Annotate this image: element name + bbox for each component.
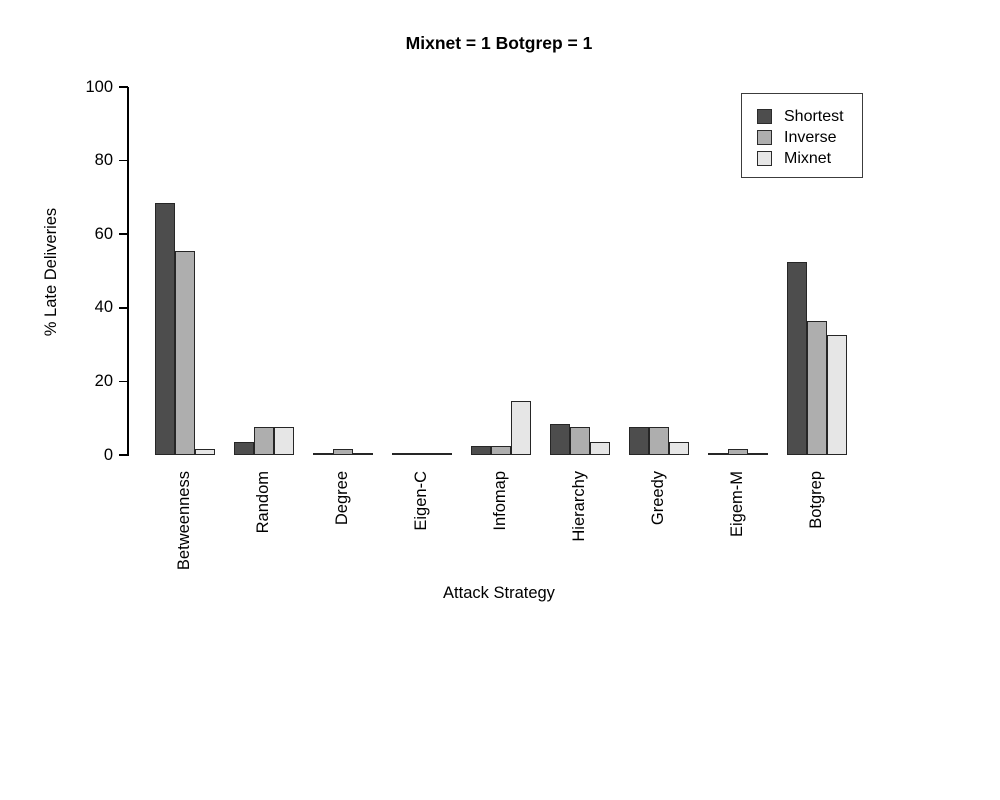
bar-betweenness-shortest	[155, 203, 175, 455]
bar-eigem-m-inverse	[727, 449, 748, 455]
bar-botgrep-mixnet	[826, 335, 847, 455]
bar-eigen-c-inverse	[411, 453, 432, 455]
x-category-label: Eigen-C	[412, 471, 431, 531]
bar-betweenness-mixnet	[194, 449, 215, 455]
x-category-label: Botgrep	[807, 471, 826, 529]
bar-hierarchy-shortest	[550, 424, 570, 455]
y-tick-mark	[119, 159, 128, 162]
x-category-label: Hierarchy	[570, 471, 589, 542]
x-category-label: Infomap	[491, 471, 510, 531]
bar-greedy-shortest	[629, 427, 649, 455]
legend-swatch-icon	[757, 130, 772, 145]
legend-swatch-icon	[757, 109, 772, 124]
x-category-label: Eigem-M	[728, 471, 747, 538]
x-category-label: Betweenness	[175, 471, 194, 571]
bar-eigen-c-shortest	[392, 453, 412, 455]
bar-degree-shortest	[313, 453, 333, 455]
bar-greedy-inverse	[648, 427, 669, 455]
legend-label: Mixnet	[784, 149, 832, 167]
bar-botgrep-inverse	[806, 321, 827, 455]
legend-item-mixnet: Mixnet	[757, 148, 862, 169]
chart-title: Mixnet = 1 Botgrep = 1	[405, 33, 593, 53]
bar-betweenness-inverse	[174, 251, 195, 455]
bar-infomap-inverse	[490, 446, 511, 455]
bar-botgrep-shortest	[787, 262, 807, 455]
bar-eigem-m-shortest	[708, 453, 728, 455]
bar-degree-mixnet	[352, 453, 373, 455]
x-category-label: Degree	[333, 471, 352, 526]
y-axis-title: % Late Deliveries	[42, 207, 60, 337]
y-tick-label: 0	[103, 445, 113, 464]
x-category-label: Random	[254, 471, 273, 534]
y-tick-mark	[119, 233, 128, 235]
y-tick-mark	[119, 454, 128, 456]
bar-infomap-mixnet	[510, 401, 531, 455]
legend: Shortest Inverse Mixnet	[741, 93, 863, 178]
bar-eigem-m-mixnet	[747, 453, 768, 455]
bar-hierarchy-mixnet	[589, 442, 610, 455]
y-tick-mark	[119, 380, 128, 383]
bar-random-shortest	[234, 442, 254, 455]
bar-random-mixnet	[273, 427, 294, 455]
legend-item-shortest: Shortest	[757, 106, 862, 127]
legend-label: Shortest	[784, 107, 844, 125]
y-tick-label: 100	[85, 77, 113, 96]
legend-item-inverse: Inverse	[757, 127, 862, 148]
legend-label: Inverse	[784, 128, 837, 146]
legend-swatch-icon	[757, 151, 772, 166]
y-tick-label: 20	[94, 371, 113, 390]
y-tick-mark	[119, 86, 128, 88]
x-axis-title: Attack Strategy	[443, 584, 555, 602]
bar-infomap-shortest	[471, 446, 491, 455]
bar-degree-inverse	[332, 449, 353, 455]
y-tick-mark	[119, 307, 128, 309]
x-category-label: Greedy	[649, 471, 668, 526]
y-tick-label: 80	[94, 151, 113, 170]
y-tick-label: 40	[94, 298, 113, 317]
bar-random-inverse	[253, 427, 274, 455]
bar-eigen-c-mixnet	[431, 453, 452, 455]
bar-hierarchy-inverse	[569, 427, 590, 455]
bar-greedy-mixnet	[668, 442, 689, 455]
y-axis-line	[127, 87, 129, 456]
y-tick-label: 60	[94, 224, 113, 243]
